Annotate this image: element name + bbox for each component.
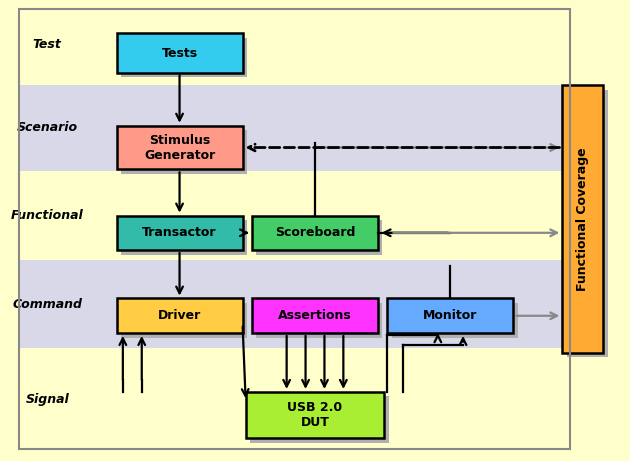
Bar (252, 216, 378, 250)
Bar (121, 220, 247, 254)
Text: Monitor: Monitor (423, 309, 478, 322)
Text: Test: Test (33, 38, 62, 52)
Text: Assertions: Assertions (278, 309, 352, 322)
Bar (19, 350, 570, 449)
Bar (121, 130, 247, 174)
Bar (19, 260, 570, 348)
Bar (256, 220, 382, 254)
Bar (392, 303, 518, 337)
Text: Functional Coverage: Functional Coverage (576, 147, 589, 291)
Bar (246, 392, 384, 438)
Text: USB 2.0
DUT: USB 2.0 DUT (287, 401, 343, 429)
Text: Stimulus
Generator: Stimulus Generator (144, 134, 215, 161)
Bar (256, 303, 382, 337)
Text: Driver: Driver (158, 309, 201, 322)
Bar (19, 9, 570, 449)
Bar (121, 303, 247, 337)
Text: Signal: Signal (25, 393, 69, 407)
Bar (121, 38, 247, 77)
Bar (250, 396, 389, 443)
Bar (117, 299, 243, 333)
Bar (19, 9, 570, 81)
Bar (117, 34, 243, 73)
Bar (117, 125, 243, 170)
Text: Tests: Tests (161, 47, 198, 59)
Text: Command: Command (12, 298, 83, 311)
Bar (567, 90, 608, 357)
Bar (19, 85, 570, 171)
Bar (563, 85, 604, 353)
Bar (19, 175, 570, 256)
Text: Transactor: Transactor (142, 226, 217, 239)
Bar (252, 299, 378, 333)
Bar (387, 299, 513, 333)
Text: Scoreboard: Scoreboard (275, 226, 355, 239)
Bar (117, 216, 243, 250)
Text: Functional: Functional (11, 209, 84, 222)
Text: Scenario: Scenario (16, 121, 78, 135)
